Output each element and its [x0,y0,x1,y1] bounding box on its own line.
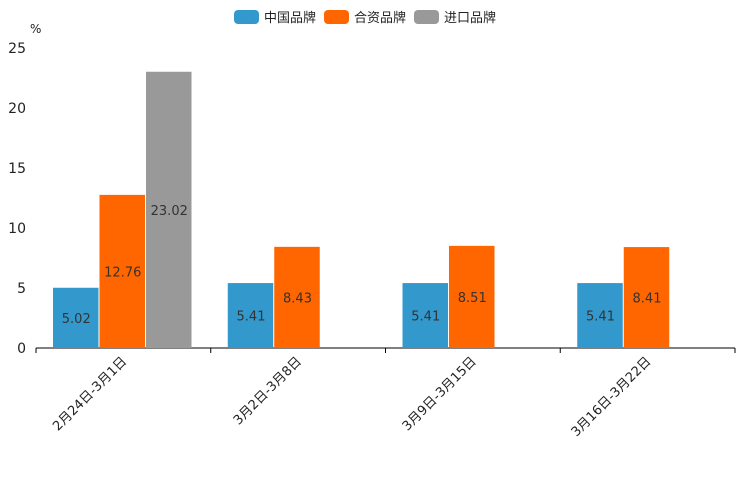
legend-item[interactable]: 合资品牌 [324,7,406,26]
data-label: 23.02 [151,204,188,219]
bar[interactable] [577,283,623,348]
y-tick-label: 15 [8,161,26,177]
bar[interactable] [402,283,449,348]
legend-swatch [414,9,440,24]
bar[interactable] [227,283,274,348]
data-label: 8.41 [633,292,662,307]
bar[interactable] [274,246,320,348]
bar[interactable] [146,71,192,348]
x-tick-label: 2月24日-3月1日 [50,354,130,434]
bar[interactable] [623,247,670,348]
legend-swatch [234,9,259,24]
legend-item[interactable]: 中国品牌 [234,7,316,26]
legend-swatch [324,9,350,24]
data-label: 5.41 [237,310,266,325]
data-label: 12.76 [104,265,141,280]
x-tick-label: 3月16日-3月22日 [569,354,655,440]
y-tick-label: 20 [8,101,26,117]
bar[interactable] [99,194,146,348]
legend-item[interactable]: 进口品牌 [414,7,496,26]
data-label: 5.41 [586,310,615,325]
y-axis-unit: % [30,22,41,36]
bar[interactable] [449,245,495,348]
y-tick-label: 0 [17,341,26,357]
data-label: 8.51 [458,291,487,306]
data-label: 8.43 [283,291,312,306]
legend: 中国品牌 合资品牌 进口品牌 [234,7,496,26]
data-label: 5.02 [62,312,91,327]
legend-label: 合资品牌 [354,11,407,26]
data-label: 5.41 [411,310,440,325]
y-tick-label: 10 [8,221,26,237]
x-tick-label: 3月9日-3月15日 [400,354,480,434]
y-tick-label: 25 [8,41,26,57]
x-tick-label: 3月2日-3月8日 [231,354,305,428]
legend-label: 进口品牌 [444,11,497,26]
y-tick-label: 5 [17,281,26,297]
legend-label: 中国品牌 [264,11,317,26]
bar[interactable] [53,287,99,348]
